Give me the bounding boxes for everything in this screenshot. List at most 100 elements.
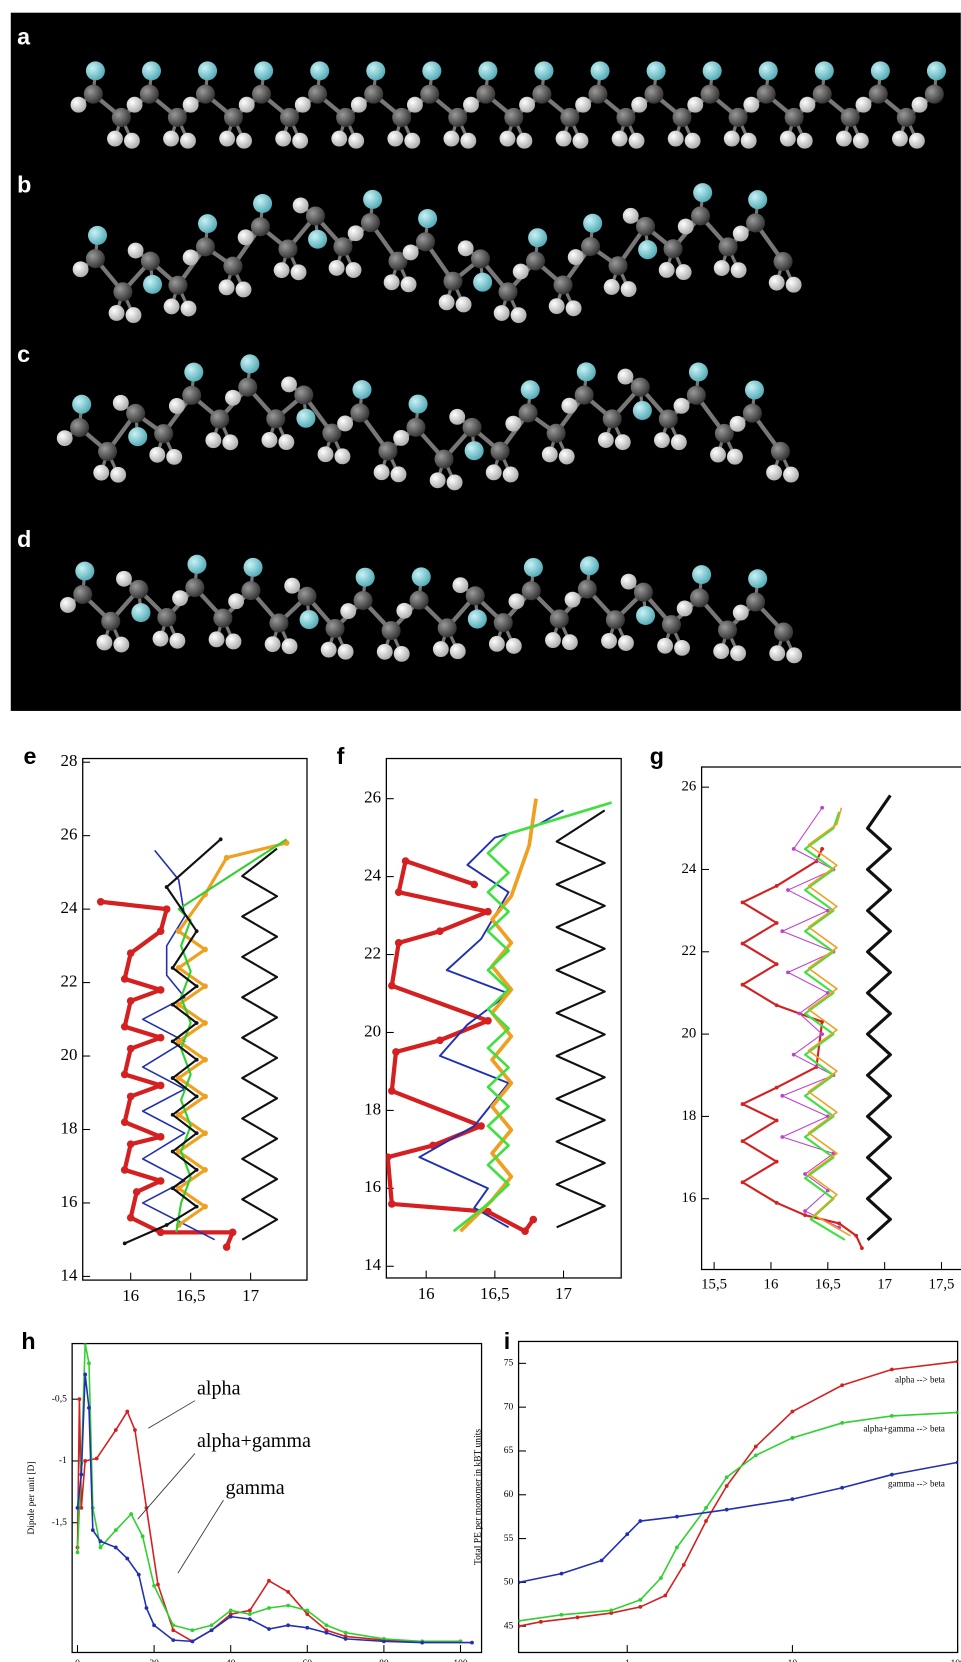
fluorine-atom: [528, 228, 548, 248]
carbon-atom: [868, 84, 888, 104]
point: [190, 1628, 195, 1633]
chart: h-0,5-1-1,5020406080100Time (ps)Dipole p…: [21, 1328, 483, 1662]
fluorine-atom: [355, 567, 375, 587]
point: [120, 1022, 129, 1031]
point: [222, 1243, 231, 1251]
point: [96, 897, 105, 906]
point: [194, 1094, 199, 1099]
hydrogen-atom: [785, 276, 802, 293]
carbon-atom: [549, 609, 569, 629]
x-tick-label: 16,5: [815, 1277, 841, 1293]
carbon-atom: [630, 377, 650, 397]
hydrogen-atom: [152, 630, 169, 647]
point: [518, 1580, 521, 1585]
plot-frame: [517, 1340, 959, 1654]
hydrogen-atom: [331, 130, 348, 147]
point: [170, 1002, 175, 1007]
point: [860, 1246, 864, 1251]
point: [388, 1087, 396, 1095]
point: [228, 1228, 237, 1237]
carbon-atom: [636, 216, 656, 236]
fluorine-atom: [583, 213, 603, 233]
hydrogen-atom: [628, 132, 645, 149]
hydrogen-atom: [113, 636, 130, 653]
hydrogen-atom: [455, 296, 472, 313]
hydrogen-atom: [726, 448, 743, 465]
y-tick-label: -0,5: [52, 1394, 67, 1404]
point: [170, 1076, 175, 1080]
series-line: [741, 848, 863, 1249]
point: [740, 1180, 745, 1185]
y-tick-label: 28: [61, 751, 78, 770]
hydrogen-atom: [281, 638, 298, 655]
hydrogen-atom: [505, 415, 522, 432]
hydrogen-atom: [667, 130, 684, 147]
point: [129, 1512, 134, 1516]
hydrogen-atom: [340, 603, 357, 620]
point: [420, 1640, 425, 1645]
fluorine-atom: [366, 61, 386, 81]
x-tick-label: 16,5: [176, 1286, 206, 1305]
atoms: [72, 183, 802, 324]
point: [518, 1619, 521, 1623]
carbon-atom: [644, 84, 664, 104]
x-tick-label: 100: [453, 1659, 468, 1662]
carbon-atom: [658, 409, 678, 429]
hydrogen-atom: [558, 448, 575, 465]
fluorine-atom: [243, 557, 263, 577]
fluorine-atom: [478, 61, 498, 81]
x-tick-label: 20: [149, 1659, 159, 1662]
point: [175, 1148, 182, 1155]
atoms: [59, 554, 803, 664]
plot-area: [96, 837, 290, 1251]
point: [164, 1223, 169, 1227]
hydrogen-atom: [601, 632, 617, 649]
point: [791, 846, 796, 851]
carbon-atom: [840, 107, 860, 127]
y-tick-label: 22: [682, 943, 697, 959]
hydrogen-atom: [334, 448, 351, 465]
hydrogen-atom: [449, 408, 466, 425]
y-tick-label: 16: [61, 1192, 78, 1211]
carbon-atom: [129, 579, 149, 599]
series-line: [386, 858, 536, 1234]
hydrogen-atom: [783, 466, 799, 483]
y-tick-label: 14: [364, 1255, 381, 1274]
panel-label: a: [17, 23, 31, 49]
point: [202, 1130, 208, 1137]
point: [625, 1532, 630, 1537]
hydrogen-atom: [687, 96, 704, 113]
hydrogen-atom: [180, 132, 196, 149]
point: [79, 1472, 84, 1477]
point: [175, 1185, 182, 1192]
point: [190, 1639, 195, 1644]
point: [840, 1421, 845, 1425]
carbon-atom: [812, 84, 832, 104]
carbon-atom: [406, 417, 426, 437]
carbon-atom: [661, 615, 681, 635]
carbon-atom: [602, 409, 622, 429]
carbon-atom: [924, 84, 944, 104]
fluorine-atom: [758, 61, 778, 81]
hydrogen-atom: [452, 577, 469, 594]
point: [83, 1459, 88, 1463]
point: [889, 1367, 894, 1372]
hydrogen-atom: [396, 602, 413, 619]
carbon-atom: [238, 377, 258, 397]
hydrogen-atom: [168, 398, 185, 414]
point: [126, 997, 135, 1005]
y-tick-label: 20: [61, 1045, 78, 1064]
fluorine-atom: [408, 394, 428, 414]
molecule: [70, 61, 946, 149]
hydrogen-atom: [505, 638, 522, 654]
series-line: [76, 1373, 472, 1644]
hydrogen-atom: [56, 430, 73, 447]
point: [156, 1081, 165, 1090]
carbon-atom: [773, 251, 793, 271]
carbon-atom: [98, 441, 118, 461]
point: [170, 1039, 175, 1044]
point: [803, 1213, 807, 1218]
fluorine-atom: [748, 569, 768, 589]
fluorine-atom: [85, 61, 105, 81]
hydrogen-atom: [766, 464, 783, 481]
